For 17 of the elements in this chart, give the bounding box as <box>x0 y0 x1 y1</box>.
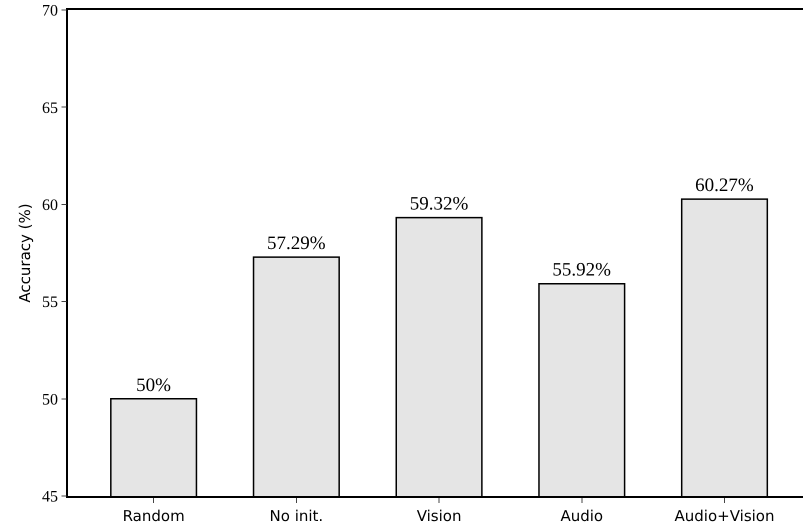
data-label: 55.92% <box>552 260 612 281</box>
y-tick-label: 70 <box>42 2 58 20</box>
data-label: 50% <box>136 374 172 396</box>
y-tick-label: 65 <box>42 100 58 117</box>
data-label: 57.29% <box>266 233 326 254</box>
y-tick-label: 50 <box>42 391 58 408</box>
x-tick-label: Audio+Vision <box>674 506 774 525</box>
x-tick-label: No init. <box>270 506 324 525</box>
data-label: 60.27% <box>695 175 754 196</box>
y-axis-title: Accuracy (%) <box>16 203 34 303</box>
y-tick-label: 55 <box>42 294 58 312</box>
y-tick-label: 60 <box>42 197 58 214</box>
x-tick-label: Random <box>122 506 185 525</box>
x-tick-label: Audio <box>560 506 604 525</box>
y-tick-label: 45 <box>42 488 58 506</box>
x-tick-label: Vision <box>416 506 462 525</box>
data-label: 59.32% <box>410 194 468 215</box>
